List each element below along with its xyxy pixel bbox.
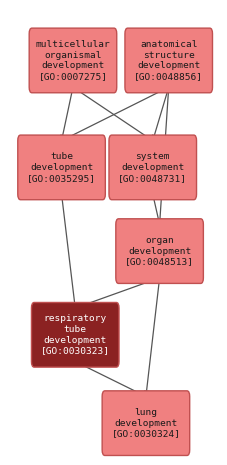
FancyBboxPatch shape bbox=[102, 391, 189, 456]
Text: organ
development
[GO:0048513]: organ development [GO:0048513] bbox=[125, 236, 193, 266]
FancyBboxPatch shape bbox=[29, 28, 116, 93]
FancyBboxPatch shape bbox=[18, 135, 105, 200]
Text: anatomical
structure
development
[GO:0048856]: anatomical structure development [GO:004… bbox=[134, 40, 202, 81]
FancyBboxPatch shape bbox=[109, 135, 196, 200]
Text: lung
development
[GO:0030324]: lung development [GO:0030324] bbox=[111, 408, 180, 438]
Text: respiratory
tube
development
[GO:0030323]: respiratory tube development [GO:0030323… bbox=[41, 314, 109, 355]
Text: system
development
[GO:0048731]: system development [GO:0048731] bbox=[118, 152, 186, 183]
FancyBboxPatch shape bbox=[124, 28, 212, 93]
FancyBboxPatch shape bbox=[31, 302, 118, 367]
Text: tube
development
[GO:0035295]: tube development [GO:0035295] bbox=[27, 152, 96, 183]
Text: multicellular
organismal
development
[GO:0007275]: multicellular organismal development [GO… bbox=[35, 40, 110, 81]
FancyBboxPatch shape bbox=[115, 219, 202, 283]
